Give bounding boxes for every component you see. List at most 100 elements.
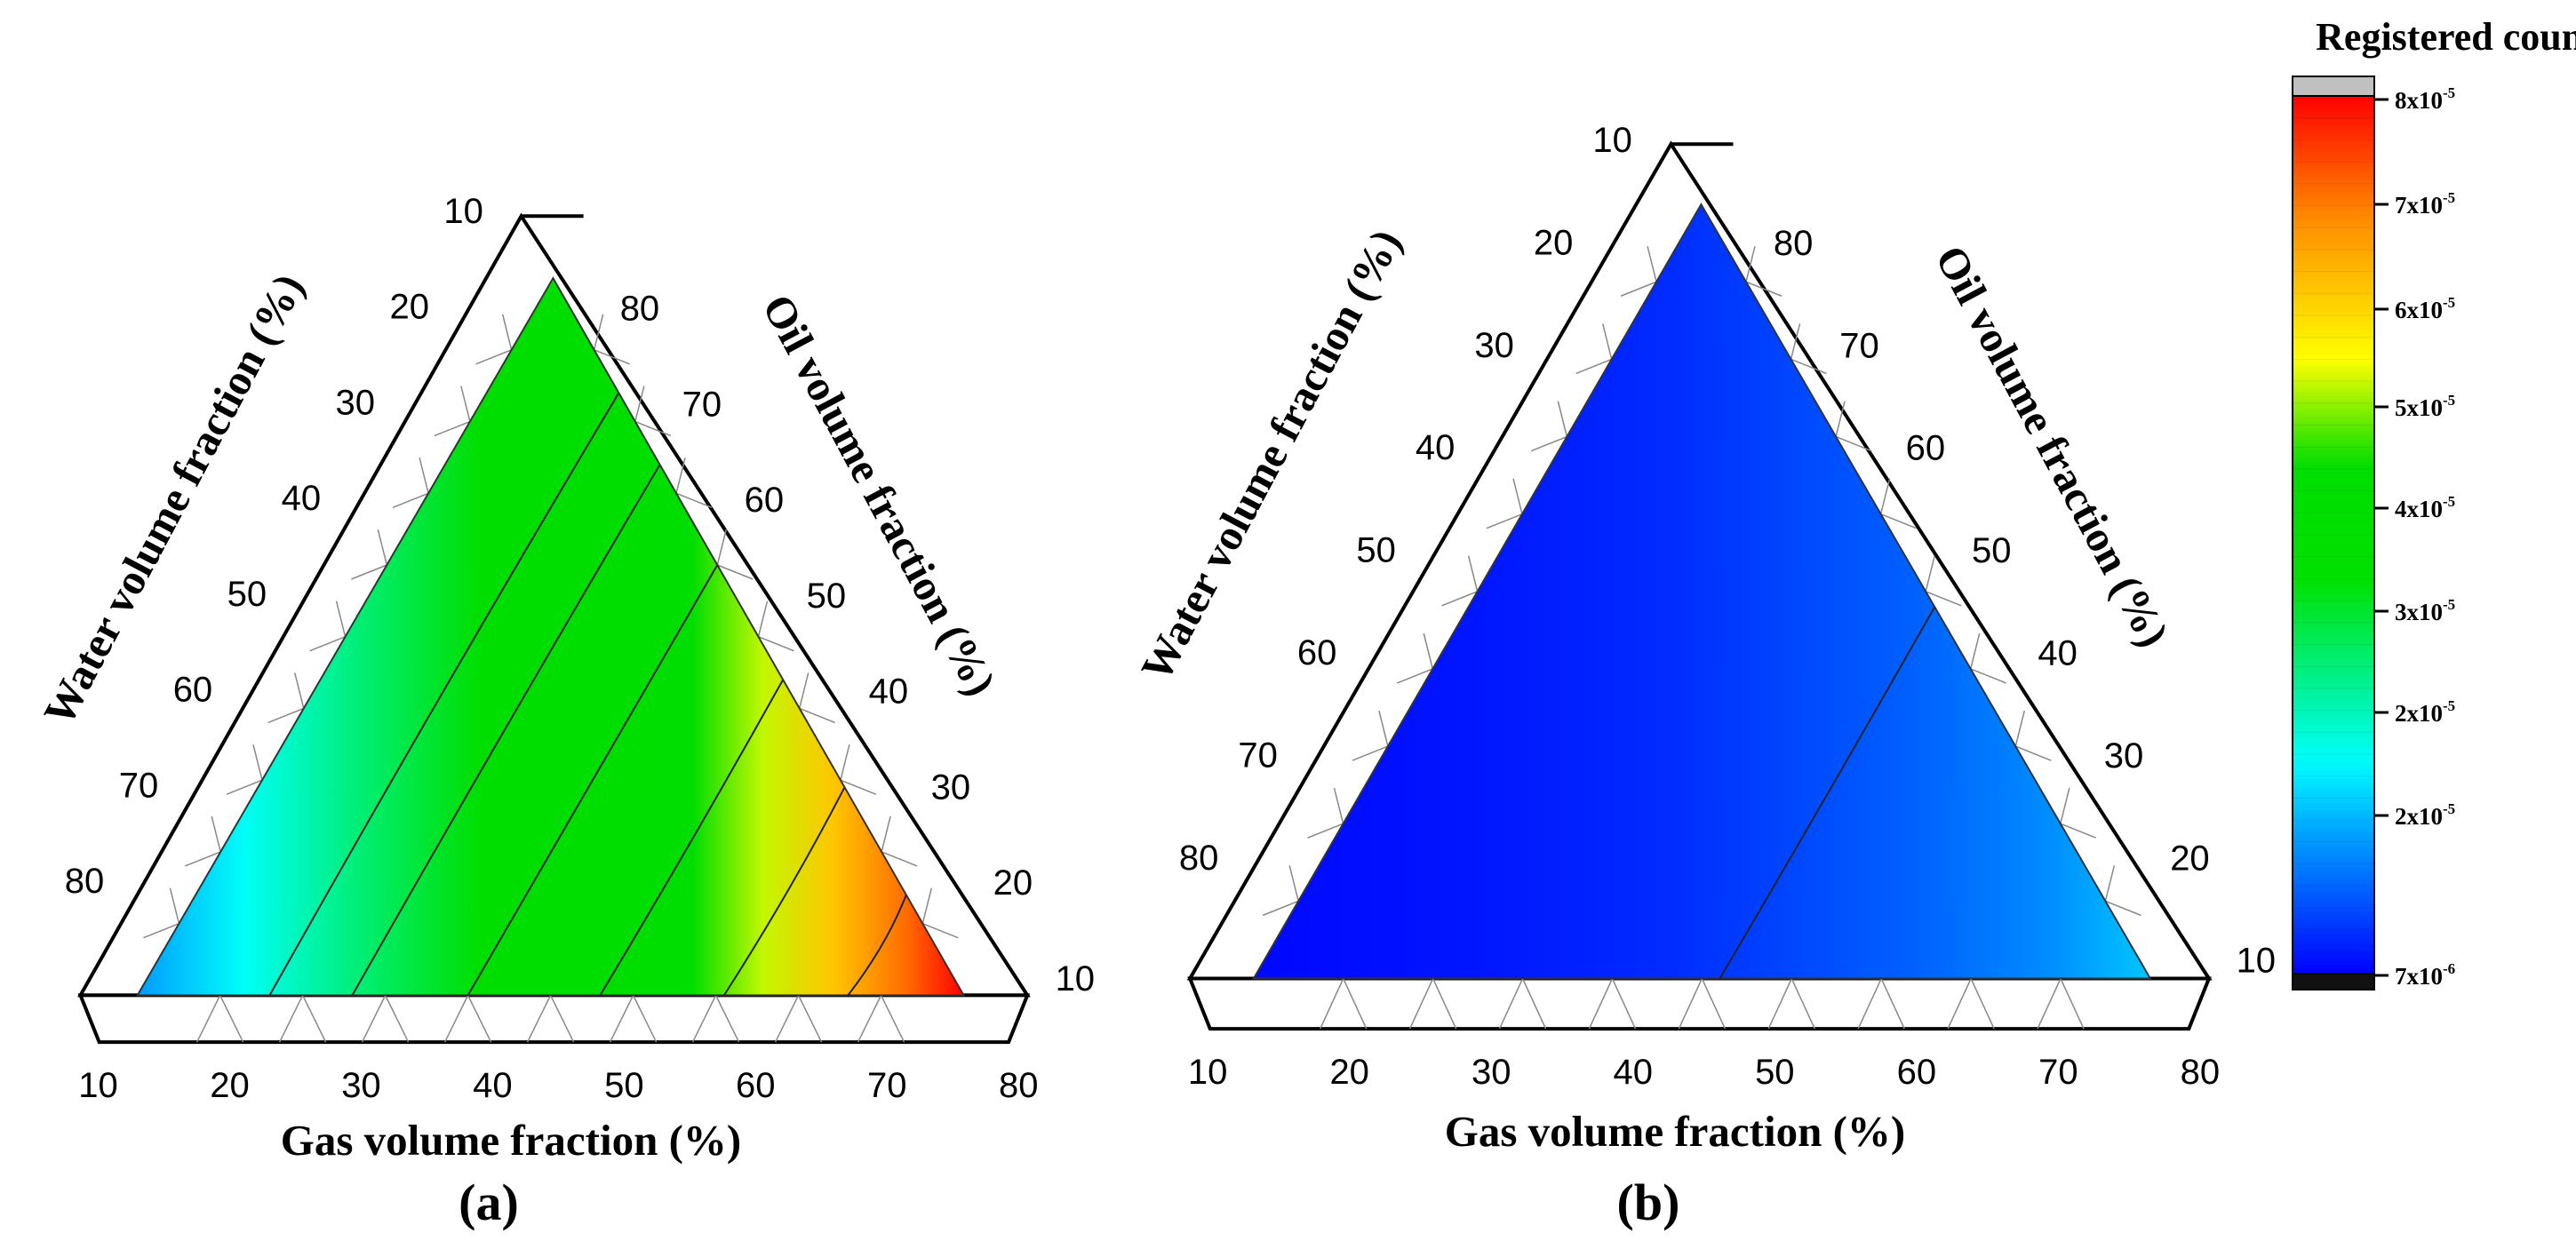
grid-tick-right (1835, 401, 1846, 437)
grid-tick-left (1512, 478, 1523, 514)
grid-tick-bottom (384, 995, 410, 1043)
grid-tick-left (1467, 555, 1479, 592)
tick-label-gas: 40 (1614, 1053, 1654, 1092)
tick-label-oil: 60 (745, 481, 785, 520)
colorbar-tick-mantissa: 5x10 (2395, 394, 2443, 421)
tick-label-gas: 60 (1897, 1053, 1937, 1092)
grid-tick-left (1333, 788, 1344, 824)
grid-tick-bottom (467, 995, 492, 1043)
tick-label-gas: 70 (867, 1066, 907, 1105)
grid-tick-bottom (2060, 978, 2085, 1030)
colorbar-tick-exponent: -5 (2443, 294, 2455, 311)
grid-tick-left (501, 314, 513, 351)
colorbar-tick-exponent: -5 (2443, 596, 2455, 613)
grid-tick-bottom (1498, 978, 1524, 1030)
grid-tick-bottom (1611, 978, 1637, 1030)
colorbar-title: Registered count (2316, 15, 2576, 59)
tick-label-gas: 40 (473, 1066, 513, 1105)
grid-tick-right (675, 457, 686, 494)
grid-tick-bottom (1880, 978, 1905, 1030)
grid-tick-bottom (1857, 978, 1882, 1030)
tick-label-oil: 70 (682, 385, 722, 424)
grid-tick-bottom (714, 995, 740, 1043)
colorbar-tick-mantissa: 7x10 (2395, 192, 2443, 219)
tick-label-water: 40 (1416, 428, 1455, 467)
grid-tick-left (294, 672, 305, 709)
grid-tick-left (335, 601, 347, 637)
tick-label-oil: 40 (2038, 634, 2078, 673)
gas-axis-label-a: Gas volume fraction (%) (281, 1116, 742, 1165)
tick-label-water: 40 (282, 479, 322, 518)
contour-fill-b (1252, 203, 2152, 980)
grid-tick-right (1745, 281, 1782, 297)
grid-tick-left (1441, 591, 1478, 607)
grid-tick-bottom (1320, 978, 1344, 1030)
grid-tick-bottom (1701, 978, 1727, 1030)
grid-tick-bottom (797, 995, 823, 1043)
colorbar-tick-label: 5x10-5 (2395, 392, 2455, 421)
grid-tick-left (309, 636, 346, 652)
grid-tick-bottom (361, 995, 387, 1043)
tick-label-water: 50 (1356, 531, 1396, 570)
tick-label-water: 10 (443, 192, 483, 231)
grid-tick-left (211, 815, 221, 853)
grid-tick-bottom (1970, 978, 1995, 1030)
panel-label-b: (b) (1617, 1173, 1680, 1231)
grid-tick-right (798, 672, 809, 709)
grid-tick-right (716, 529, 727, 566)
grid-tick-right (1880, 513, 1917, 529)
tick-label-gas: 60 (736, 1066, 776, 1105)
grid-tick-right (594, 349, 630, 365)
grid-tick-right (881, 851, 918, 867)
grid-tick-bottom (1521, 978, 1547, 1030)
tick-label-water: 20 (1534, 223, 1574, 262)
tick-label-water: 10 (1592, 121, 1632, 160)
grid-tick-bottom (1947, 978, 1972, 1030)
colorbar-tick-mantissa: 6x10 (2395, 297, 2443, 323)
tick-label-water: 70 (1238, 736, 1278, 775)
ternary-panel-b: 10 20 30 40 50 60 70 80 10 20 30 40 50 60 70 80 80 70 60 50… (1131, 121, 2276, 1231)
grid-tick-bottom (1678, 978, 1703, 1030)
grid-tick-left (169, 887, 180, 924)
grid-tick-left (1352, 745, 1389, 761)
grid-tick-right (881, 815, 891, 853)
tick-label-water: 80 (65, 862, 105, 901)
tick-label-oil: 10 (2237, 942, 2277, 981)
ternary-bottom-bevel (77, 993, 1031, 1045)
grid-tick-left (1575, 358, 1612, 375)
ternary-panel-a: 10 20 30 40 50 60 70 80 10 20 30 40 50 60 70 80 80 70 60 50… (34, 192, 1095, 1231)
grid-tick-left (184, 851, 221, 867)
colorbar-tick-label: 2x10-5 (2395, 800, 2455, 830)
grid-tick-right (1790, 323, 1801, 360)
contour-line (351, 465, 661, 996)
tick-label-water: 20 (389, 288, 429, 327)
grid-tick-right (1970, 668, 2007, 684)
grid-tick-bottom (549, 995, 575, 1043)
tick-label-gas: 50 (604, 1066, 644, 1105)
tick-label-water: 60 (1297, 633, 1337, 672)
tick-label-oil: 10 (1056, 959, 1096, 998)
grid-tick-left (1262, 900, 1299, 917)
colorbar-tick-exponent: -5 (2443, 493, 2455, 510)
grid-tick-bottom (1588, 978, 1614, 1030)
grid-tick-right (1969, 632, 1981, 670)
colorbar-tick-exponent: -5 (2443, 189, 2455, 206)
tick-label-water: 70 (119, 766, 159, 805)
grid-tick-right (2060, 788, 2070, 824)
grid-tick-left (252, 744, 263, 781)
tick-label-oil: 50 (1972, 531, 2012, 570)
ternary-bottom-bevel (1187, 976, 2212, 1031)
grid-tick-right (2014, 710, 2026, 747)
tick-label-gas: 80 (2181, 1053, 2221, 1092)
tick-label-gas: 20 (1329, 1053, 1369, 1092)
grid-tick-right (840, 779, 877, 795)
colorbar-tick-mantissa: 2x10 (2395, 803, 2443, 830)
grid-tick-right (758, 636, 794, 652)
colorbar-tick-label: 8x10-5 (2395, 84, 2455, 114)
grid-tick-bottom (1767, 978, 1792, 1030)
grid-tick-bottom (880, 995, 905, 1043)
tick-label-water: 30 (1474, 326, 1514, 365)
tick-label-water: 80 (1179, 839, 1219, 878)
grid-tick-right (799, 707, 835, 724)
